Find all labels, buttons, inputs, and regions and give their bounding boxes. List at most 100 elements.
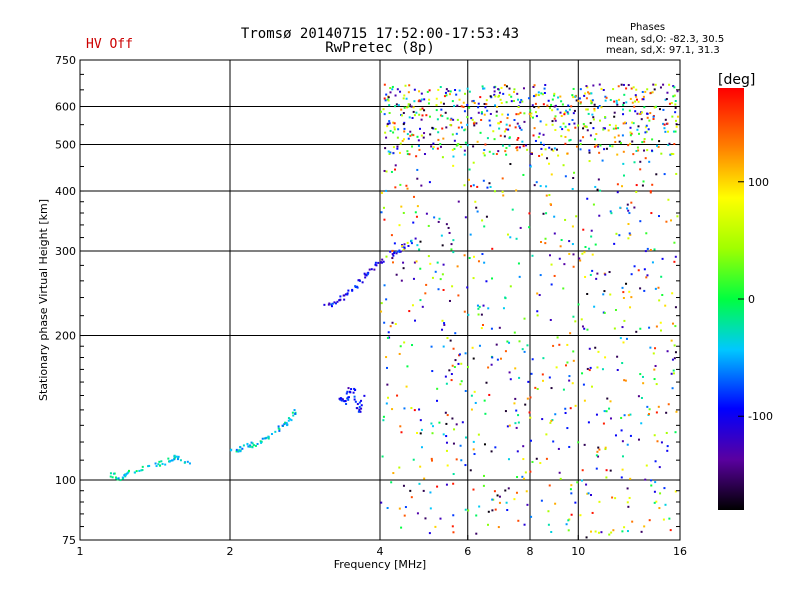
- noise-point: [549, 318, 552, 321]
- noise-point: [599, 119, 602, 122]
- noise-point: [469, 469, 472, 472]
- noise-point: [485, 103, 488, 106]
- noise-point: [449, 90, 452, 93]
- trace-point: [358, 401, 361, 404]
- noise-point: [508, 144, 511, 147]
- noise-point: [553, 105, 556, 108]
- trace-point: [251, 442, 254, 445]
- noise-point: [582, 136, 585, 139]
- noise-point: [472, 488, 475, 491]
- noise-point: [623, 526, 626, 529]
- noise-point: [441, 319, 444, 322]
- noise-point: [635, 95, 638, 98]
- noise-point: [449, 118, 452, 121]
- trace-point: [339, 295, 342, 298]
- noise-point: [641, 98, 644, 101]
- noise-point: [675, 123, 678, 126]
- noise-point: [452, 239, 455, 242]
- noise-point: [623, 379, 626, 382]
- trace-point: [287, 419, 290, 422]
- noise-point: [431, 370, 434, 373]
- noise-point: [599, 189, 602, 192]
- noise-point: [456, 118, 459, 121]
- noise-point: [636, 112, 639, 115]
- trace-point: [289, 418, 292, 421]
- noise-point: [509, 378, 512, 381]
- noise-point: [646, 88, 649, 91]
- noise-point: [517, 519, 520, 522]
- noise-point: [641, 184, 644, 187]
- noise-point: [652, 115, 655, 118]
- noise-point: [610, 531, 613, 534]
- noise-point: [503, 84, 506, 87]
- noise-point: [439, 517, 442, 520]
- noise-point: [613, 136, 616, 139]
- noise-point: [473, 453, 476, 456]
- noise-point: [593, 103, 596, 106]
- noise-point: [539, 141, 542, 144]
- noise-point: [586, 197, 589, 200]
- noise-point: [451, 100, 454, 103]
- noise-point: [391, 257, 394, 260]
- noise-point: [431, 126, 434, 129]
- noise-point: [645, 276, 648, 279]
- noise-point: [435, 109, 438, 112]
- noise-point: [514, 367, 517, 370]
- noise-point: [531, 104, 534, 107]
- noise-point: [521, 140, 524, 143]
- noise-point: [568, 139, 571, 142]
- noise-point: [645, 232, 648, 235]
- noise-point: [672, 153, 675, 156]
- noise-point: [627, 414, 630, 417]
- noise-point: [494, 446, 497, 449]
- trace-point: [246, 442, 249, 445]
- trace-point: [241, 447, 244, 450]
- noise-point: [406, 187, 409, 190]
- trace-point: [235, 448, 238, 451]
- noise-point: [464, 141, 467, 144]
- noise-point: [396, 88, 399, 91]
- noise-point: [477, 111, 480, 114]
- noise-point: [517, 106, 520, 109]
- trace-point: [342, 400, 345, 403]
- noise-point: [464, 436, 467, 439]
- trace-point: [109, 472, 112, 475]
- noise-point: [575, 99, 578, 102]
- noise-point: [598, 83, 601, 86]
- noise-point: [653, 248, 656, 251]
- trace-point: [117, 477, 120, 480]
- noise-point: [608, 123, 611, 126]
- stats-x-line: mean, sd,X: 97.1, 31.3: [606, 45, 720, 56]
- noise-point: [483, 154, 486, 157]
- noise-point: [562, 287, 565, 290]
- noise-point: [674, 255, 677, 258]
- noise-point: [633, 161, 636, 164]
- trace-point: [351, 289, 354, 292]
- noise-point: [428, 181, 431, 184]
- noise-point: [550, 530, 553, 533]
- noise-point: [637, 438, 640, 441]
- noise-point: [643, 106, 646, 109]
- noise-point: [418, 90, 421, 93]
- trace-point: [176, 458, 179, 461]
- noise-point: [460, 380, 463, 383]
- noise-point: [597, 446, 600, 449]
- noise-point: [498, 127, 501, 130]
- noise-point: [519, 101, 522, 104]
- trace-point: [328, 302, 331, 305]
- trace-point: [398, 249, 401, 252]
- noise-point: [390, 481, 393, 484]
- trace-point: [360, 404, 363, 407]
- noise-point: [460, 105, 463, 108]
- noise-point: [579, 514, 582, 517]
- noise-point: [609, 293, 612, 296]
- noise-point: [578, 97, 581, 100]
- noise-point: [622, 297, 625, 300]
- noise-point: [524, 403, 527, 406]
- noise-point: [553, 94, 556, 97]
- noise-point: [388, 336, 391, 339]
- noise-point: [509, 163, 512, 166]
- noise-point: [516, 149, 519, 152]
- noise-point: [493, 490, 496, 493]
- trace-point: [353, 398, 356, 401]
